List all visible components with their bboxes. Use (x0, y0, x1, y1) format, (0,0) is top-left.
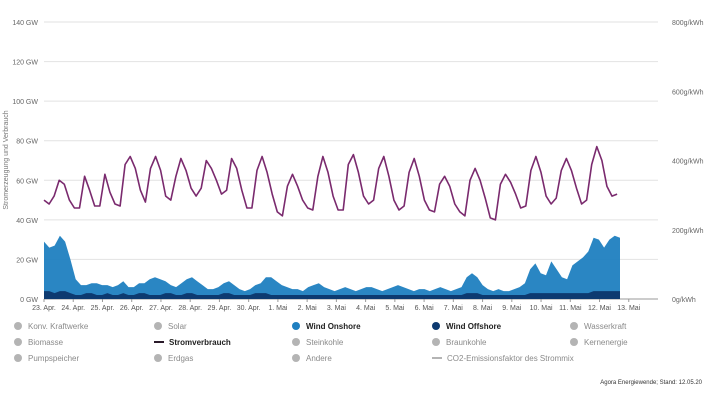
y2-tick-label: 400g/kWh (672, 159, 704, 166)
legend-dot-icon (14, 322, 22, 330)
legend-dot-icon (570, 322, 578, 330)
legend-dot-icon (432, 322, 440, 330)
x-tick-label: 11. Mai (559, 305, 582, 312)
legend-dot-icon (14, 354, 22, 362)
legend-item[interactable]: Steinkohle (292, 335, 343, 349)
legend-label: Steinkohle (306, 337, 344, 347)
legend-label: Wind Offshore (446, 321, 502, 331)
y-tick-label: 120 GW (12, 60, 38, 67)
legend: Konv. Kraftwerke Solar Wind Onshore Wind Of… (14, 319, 704, 367)
y-tick-label: 100 GW (12, 99, 38, 106)
x-tick-label: 29. Apr. (208, 305, 232, 312)
legend-item[interactable]: Stromverbrauch (154, 335, 231, 349)
legend-label: Braunkohle (446, 337, 487, 347)
y2-tick-label: 800g/kWh (672, 20, 704, 27)
y-tick-label: 140 GW (12, 20, 38, 27)
legend-line-icon (432, 357, 442, 359)
legend-label: Biomasse (28, 337, 64, 347)
legend-dot-icon (14, 338, 22, 346)
legend-label: Pumpspeicher (28, 353, 80, 363)
legend-dot-icon (292, 354, 300, 362)
legend-label: CO2-Emissionsfaktor des Strommix (447, 353, 574, 363)
x-tick-label: 12. Mai (588, 305, 611, 312)
legend-label: Solar (168, 321, 187, 331)
legend-item[interactable]: Solar (154, 319, 187, 333)
y2-tick-label: 600g/kWh (672, 89, 704, 96)
chart: 0 GW 20 GW 40 GW 60 GW 80 GW 100 GW 120 GW 140 … (3, 20, 704, 312)
wind-onshore-area (44, 235, 620, 299)
legend-dot-icon (154, 354, 162, 362)
x-tick-label: 7. Mai (444, 305, 464, 312)
legend-item[interactable]: Andere (292, 351, 332, 365)
legend-label: Wasserkraft (584, 321, 627, 331)
wind-offshore-area (44, 291, 620, 299)
legend-item[interactable]: Biomasse (14, 335, 63, 349)
legend-item[interactable]: Wind Offshore (432, 319, 501, 333)
legend-item[interactable]: Kernenergie (570, 335, 628, 349)
x-tick-label: 13. Mai (617, 305, 640, 312)
y-tick-label: 60 GW (16, 178, 38, 185)
y-tick-label: 40 GW (16, 218, 38, 225)
x-tick-label: 3. Mai (327, 305, 347, 312)
stromverbrauch-line (43, 145, 618, 221)
x-tick-label: 5. Mai (385, 305, 405, 312)
legend-dot-icon (154, 322, 162, 330)
legend-item[interactable]: Konv. Kraftwerke (14, 319, 88, 333)
x-tick-label: 30. Apr. (237, 305, 261, 312)
x-tick-label: 9. Mai (502, 305, 522, 312)
legend-dot-icon (292, 322, 300, 330)
legend-label: Konv. Kraftwerke (28, 321, 89, 331)
x-tick-label: 1. Mai (268, 305, 288, 312)
x-tick-label: 4. Mai (356, 305, 376, 312)
x-tick-label: 8. Mai (473, 305, 493, 312)
y-tick-label: 80 GW (16, 139, 38, 146)
legend-dot-icon (432, 338, 440, 346)
legend-line-icon (154, 341, 164, 343)
legend-item[interactable]: Pumpspeicher (14, 351, 79, 365)
legend-item[interactable]: Wasserkraft (570, 319, 626, 333)
y-tick-label: 0 GW (20, 297, 38, 304)
x-tick-label: 26. Apr. (120, 305, 144, 312)
legend-dot-icon (570, 338, 578, 346)
x-tick-label: 24. Apr. (61, 305, 85, 312)
legend-label: Wind Onshore (306, 321, 361, 331)
x-tick-label: 10. Mai (530, 305, 553, 312)
legend-label: Erdgas (168, 353, 194, 363)
x-tick-label: 25. Apr. (91, 305, 115, 312)
legend-label: Andere (306, 353, 332, 363)
x-tick-label: 6. Mai (415, 305, 435, 312)
legend-item[interactable]: Braunkohle (432, 335, 486, 349)
legend-item[interactable]: Wind Onshore (292, 319, 361, 333)
y-axis-title: Stromerzeugung und Verbrauch (3, 110, 10, 209)
x-tick-label: 27. Apr. (149, 305, 173, 312)
legend-label: Stromverbrauch (169, 337, 231, 347)
source-note: Agora Energiewende; Stand: 12.05.20 (600, 380, 702, 386)
x-tick-label: 2. Mai (298, 305, 318, 312)
y2-tick-label: 0g/kWh (672, 297, 696, 304)
legend-label: Kernenergie (584, 337, 628, 347)
legend-item[interactable]: Erdgas (154, 351, 193, 365)
y-tick-label: 20 GW (16, 257, 38, 264)
legend-item[interactable]: CO2-Emissionsfaktor des Strommix (432, 351, 574, 365)
x-tick-label: 23. Apr. (32, 305, 56, 312)
y2-tick-label: 200g/kWh (672, 228, 704, 235)
x-tick-label: 28. Apr. (178, 305, 202, 312)
legend-dot-icon (292, 338, 300, 346)
